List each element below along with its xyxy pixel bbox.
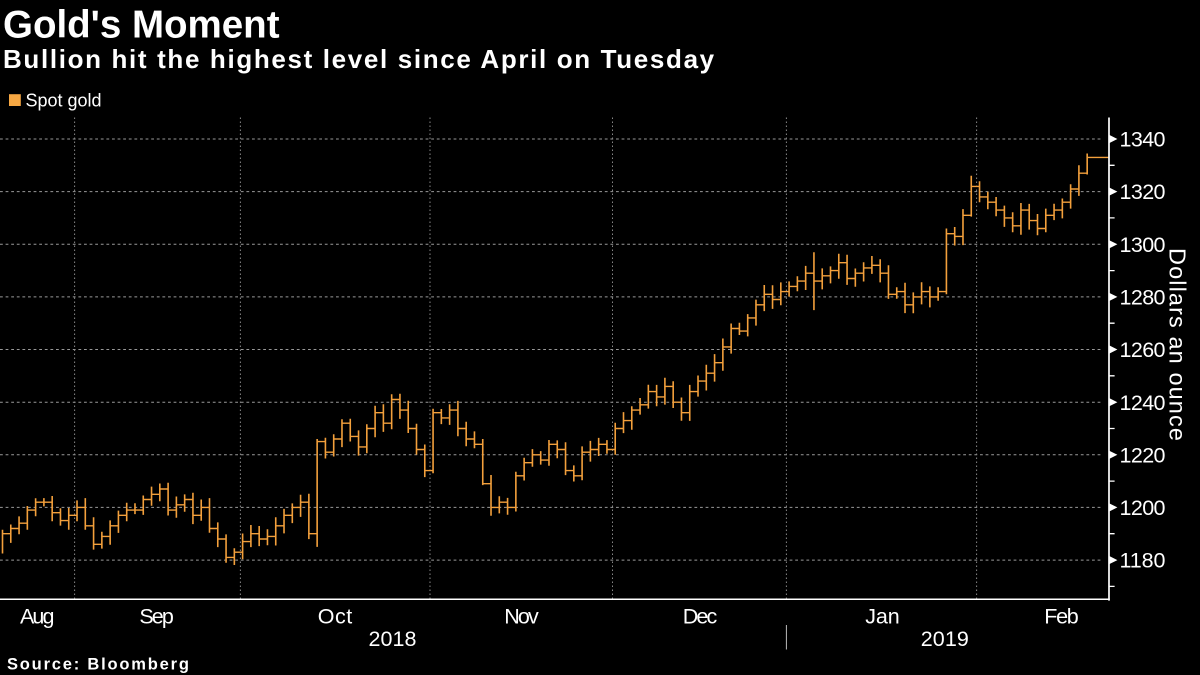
svg-text:Spot gold: Spot gold xyxy=(26,90,102,110)
svg-text:1220: 1220 xyxy=(1120,443,1166,467)
svg-text:1320: 1320 xyxy=(1120,180,1166,204)
svg-text:Gold's Moment: Gold's Moment xyxy=(3,4,280,47)
svg-text:1340: 1340 xyxy=(1120,128,1166,152)
svg-text:Aug: Aug xyxy=(20,605,55,629)
svg-text:Oct: Oct xyxy=(318,605,353,629)
svg-text:1260: 1260 xyxy=(1120,338,1166,362)
svg-text:Feb: Feb xyxy=(1044,605,1079,629)
svg-text:Dec: Dec xyxy=(683,605,718,629)
svg-text:1180: 1180 xyxy=(1120,549,1166,573)
svg-text:1200: 1200 xyxy=(1120,496,1166,520)
svg-text:1240: 1240 xyxy=(1120,391,1166,415)
svg-text:2018: 2018 xyxy=(369,627,417,651)
svg-text:1300: 1300 xyxy=(1120,233,1166,257)
svg-text:2019: 2019 xyxy=(921,627,969,651)
svg-text:Jan: Jan xyxy=(865,605,900,629)
svg-text:Nov: Nov xyxy=(504,605,539,629)
svg-text:Sep: Sep xyxy=(139,605,174,629)
svg-text:Dollars an ounce: Dollars an ounce xyxy=(1165,248,1191,442)
svg-text:1280: 1280 xyxy=(1120,286,1166,310)
svg-text:Source: Bloomberg: Source: Bloomberg xyxy=(7,656,191,674)
svg-text:Bullion hit the highest level: Bullion hit the highest level since Apri… xyxy=(3,44,716,74)
